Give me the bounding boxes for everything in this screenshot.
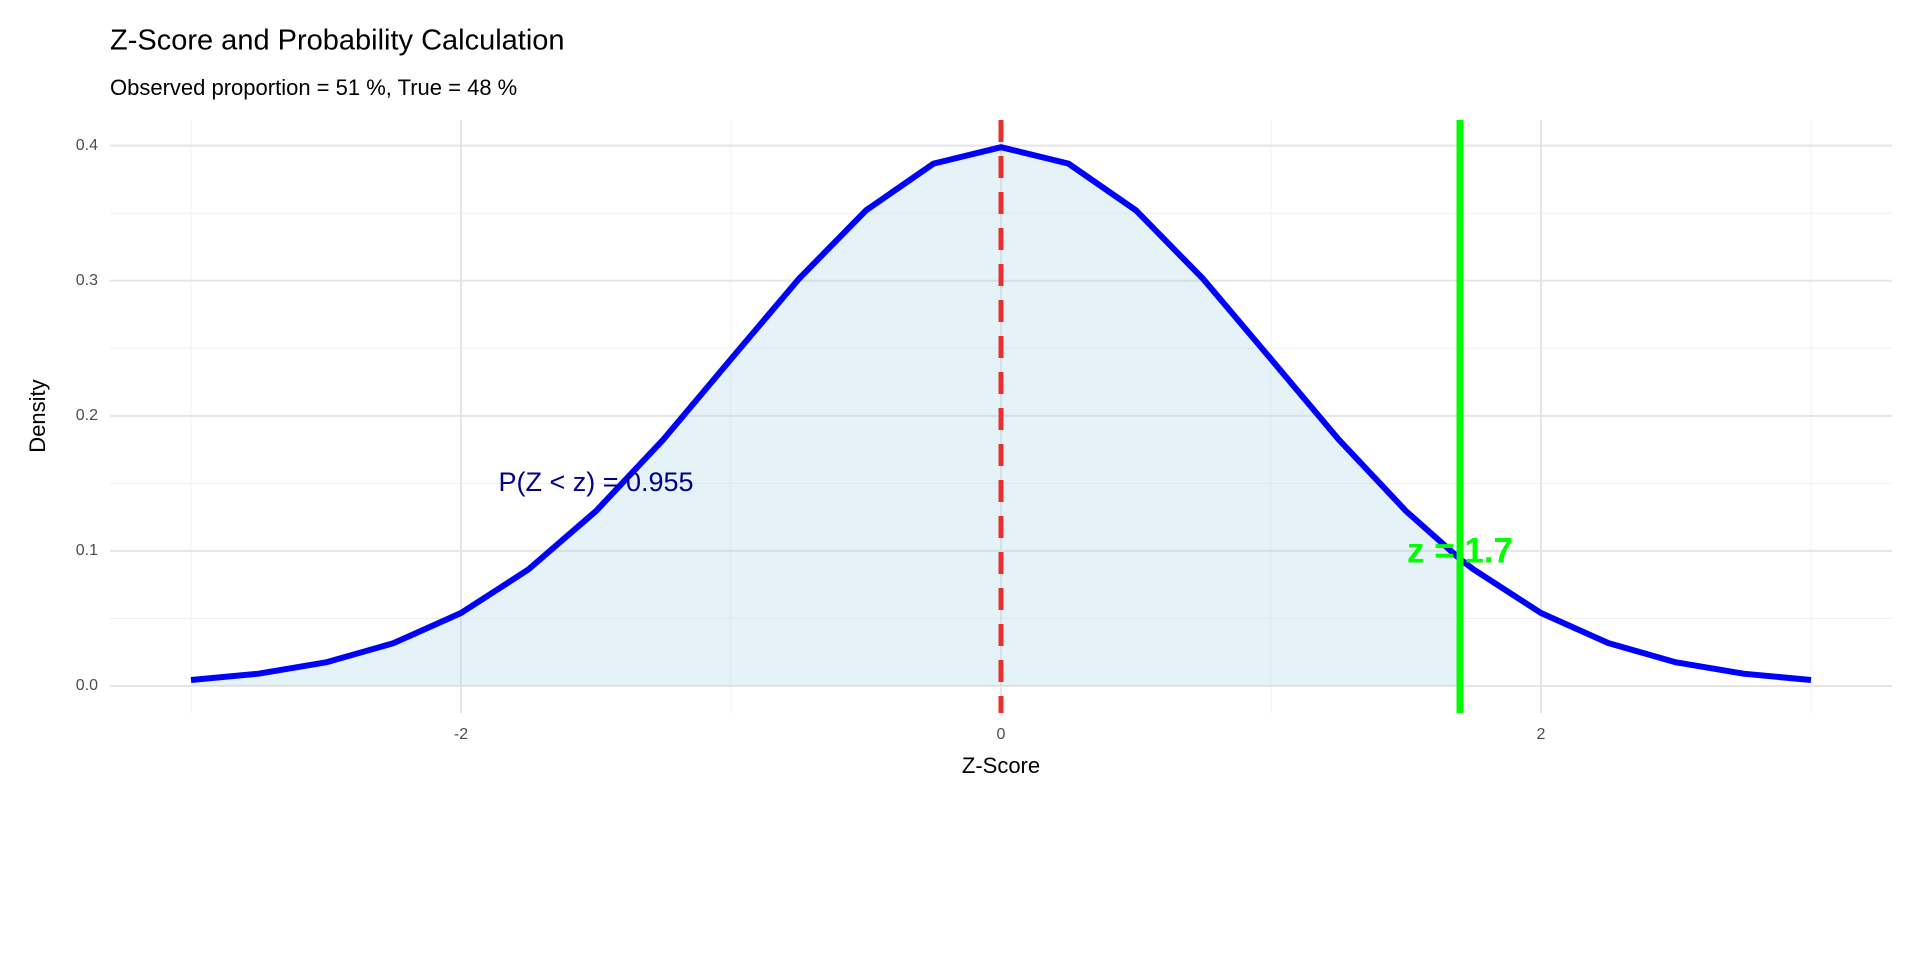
z-annotation: z = 1.7 <box>1407 531 1513 570</box>
y-tick-label: 0.4 <box>76 137 98 154</box>
chart-subtitle: Observed proportion = 51 %, True = 48 % <box>110 75 517 100</box>
chart-title: Z-Score and Probability Calculation <box>110 25 565 57</box>
x-tick-label: 2 <box>1537 726 1546 743</box>
y-axis-title: Density <box>25 379 50 452</box>
x-axis-title: Z-Score <box>962 753 1040 778</box>
probability-annotation: P(Z < z) = 0.955 <box>498 467 693 497</box>
y-tick-label: 0.2 <box>76 407 98 424</box>
density-curve <box>190 144 1812 684</box>
shaded-area <box>191 147 1460 686</box>
y-tick-label: 0.1 <box>76 542 98 559</box>
y-tick-label: 0.3 <box>76 272 98 289</box>
y-tick-label: 0.0 <box>76 677 98 694</box>
x-tick-label: 0 <box>997 726 1006 743</box>
x-tick-label: -2 <box>454 726 468 743</box>
